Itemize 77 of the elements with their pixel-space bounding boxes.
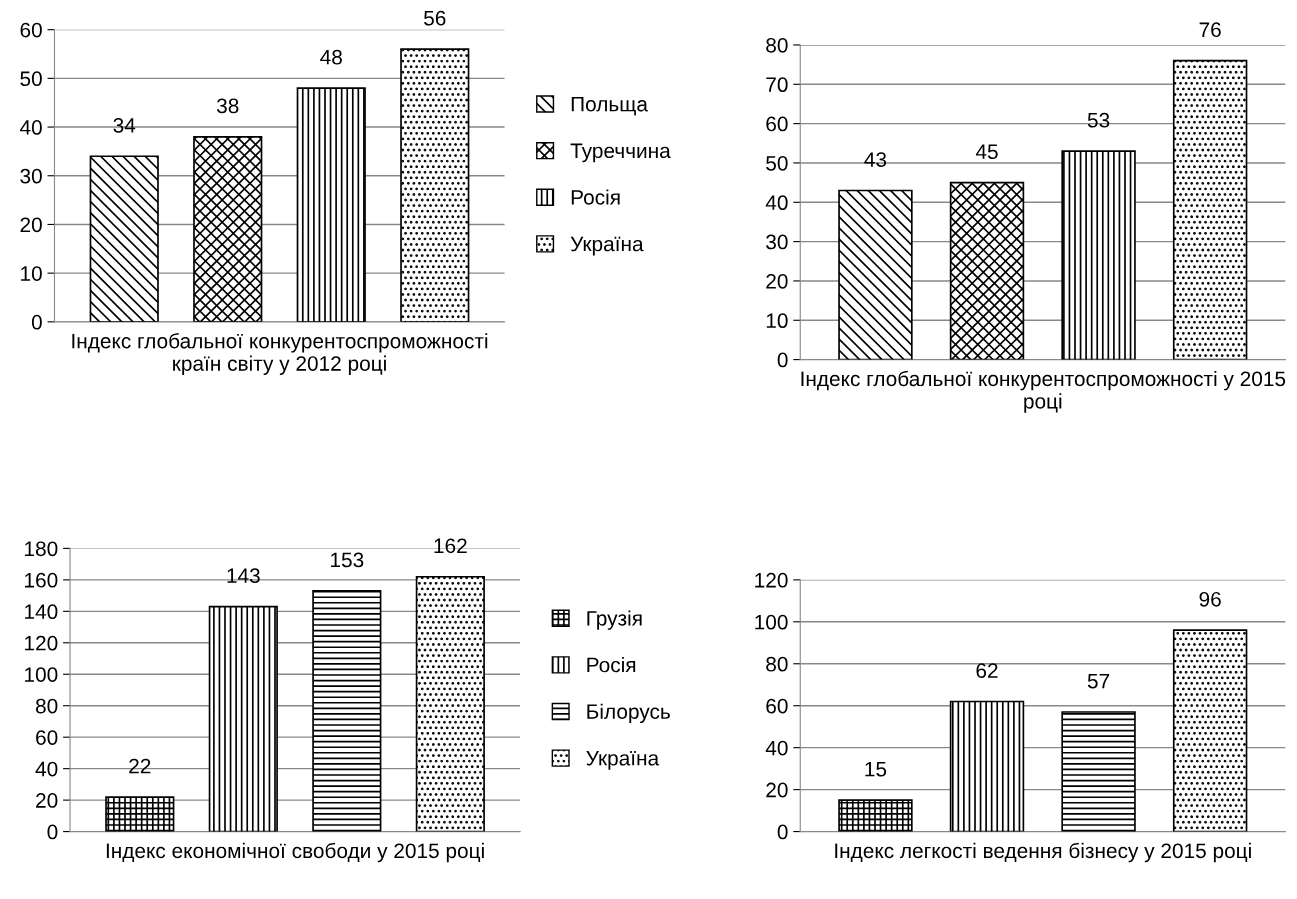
- x-axis-title: Індекс глобальної конкурентоспроможності у 2015 році: [801, 370, 1286, 413]
- data-label: 96: [1199, 591, 1221, 607]
- data-label: 76: [1199, 22, 1221, 38]
- y-tick-label: 160: [25, 572, 58, 588]
- data-label: 143: [227, 568, 260, 584]
- y-tick-label: 100: [25, 667, 58, 682]
- y-tick-label: 120: [25, 635, 58, 651]
- x-axis-title: Індекс глобальної конкурентоспроможності країн світу у 2012 році: [72, 332, 488, 375]
- y-tick-label: 0: [777, 352, 788, 368]
- legend-label: Грузія: [587, 610, 642, 630]
- data-label: 38: [216, 98, 239, 114]
- data-label: 48: [320, 49, 342, 65]
- legend-label: Росія: [587, 657, 636, 673]
- y-tick-label: 40: [19, 120, 42, 135]
- bar: [838, 799, 913, 832]
- y-tick-label: 0: [31, 314, 42, 330]
- y-tick-label: 60: [766, 698, 788, 714]
- bar: [949, 181, 1025, 360]
- y-tick-label: 70: [766, 77, 788, 93]
- legend-label: Білорусь: [587, 703, 670, 724]
- y-tick-label: 80: [766, 656, 788, 672]
- y-tick-label: 140: [25, 604, 58, 620]
- y-tick-label: 10: [21, 266, 42, 281]
- data-label: 15: [865, 762, 887, 777]
- y-tick-label: 50: [20, 71, 42, 87]
- legend-label: Україна: [570, 236, 644, 256]
- data-label: 153: [331, 552, 364, 568]
- bar: [296, 87, 366, 322]
- y-tick-label: 60: [20, 22, 42, 38]
- bar: [1061, 150, 1136, 360]
- bar: [1061, 711, 1136, 832]
- legend-label: Польща: [571, 96, 648, 116]
- y-tick-label: 0: [777, 824, 788, 840]
- bar: [1172, 59, 1248, 360]
- data-label: 56: [424, 10, 446, 26]
- data-label: 43: [864, 152, 887, 167]
- y-tick-label: 40: [765, 195, 788, 211]
- bar: [838, 189, 913, 360]
- x-axis-title: Індекс економічної свободи у 2015 році: [106, 842, 484, 863]
- y-tick-label: 60: [766, 116, 788, 132]
- bar: [312, 590, 382, 832]
- y-tick-label: 10: [766, 313, 788, 329]
- y-tick-label: 30: [20, 168, 42, 184]
- x-axis-title: Індекс легкості ведення бізнесу у 2015 році: [835, 842, 1251, 863]
- y-tick-label: 20: [766, 273, 788, 289]
- data-label: 162: [434, 538, 467, 554]
- y-tick-label: 60: [36, 730, 58, 745]
- y-tick-label: 40: [765, 740, 788, 756]
- y-tick-label: 20: [20, 217, 42, 233]
- data-label: 45: [975, 144, 998, 160]
- y-tick-label: 80: [35, 698, 58, 714]
- y-tick-label: 100: [755, 614, 788, 630]
- y-tick-label: 20: [766, 782, 788, 798]
- bar: [415, 575, 485, 832]
- bar: [1172, 629, 1248, 832]
- data-label: 22: [129, 758, 151, 774]
- bar: [949, 700, 1025, 832]
- bar: [193, 135, 263, 322]
- bar: [400, 48, 470, 322]
- y-tick-label: 30: [766, 234, 788, 250]
- data-label: 57: [1087, 673, 1110, 689]
- y-tick-label: 50: [766, 155, 788, 171]
- y-tick-label: 180: [25, 541, 58, 557]
- y-tick-label: 120: [755, 572, 788, 588]
- y-tick-label: 0: [47, 824, 58, 840]
- bar: [208, 605, 278, 832]
- bar: [89, 155, 159, 322]
- legend-label: Україна: [586, 751, 660, 770]
- y-tick-label: 80: [766, 37, 788, 53]
- data-label: 62: [976, 663, 998, 678]
- legend-label: Росія: [571, 189, 620, 205]
- y-tick-label: 40: [35, 761, 58, 777]
- y-tick-label: 20: [36, 793, 58, 808]
- bar: [105, 796, 175, 832]
- data-label: 34: [113, 117, 136, 133]
- legend-label: Туреччина: [570, 143, 671, 163]
- data-label: 53: [1087, 112, 1110, 128]
